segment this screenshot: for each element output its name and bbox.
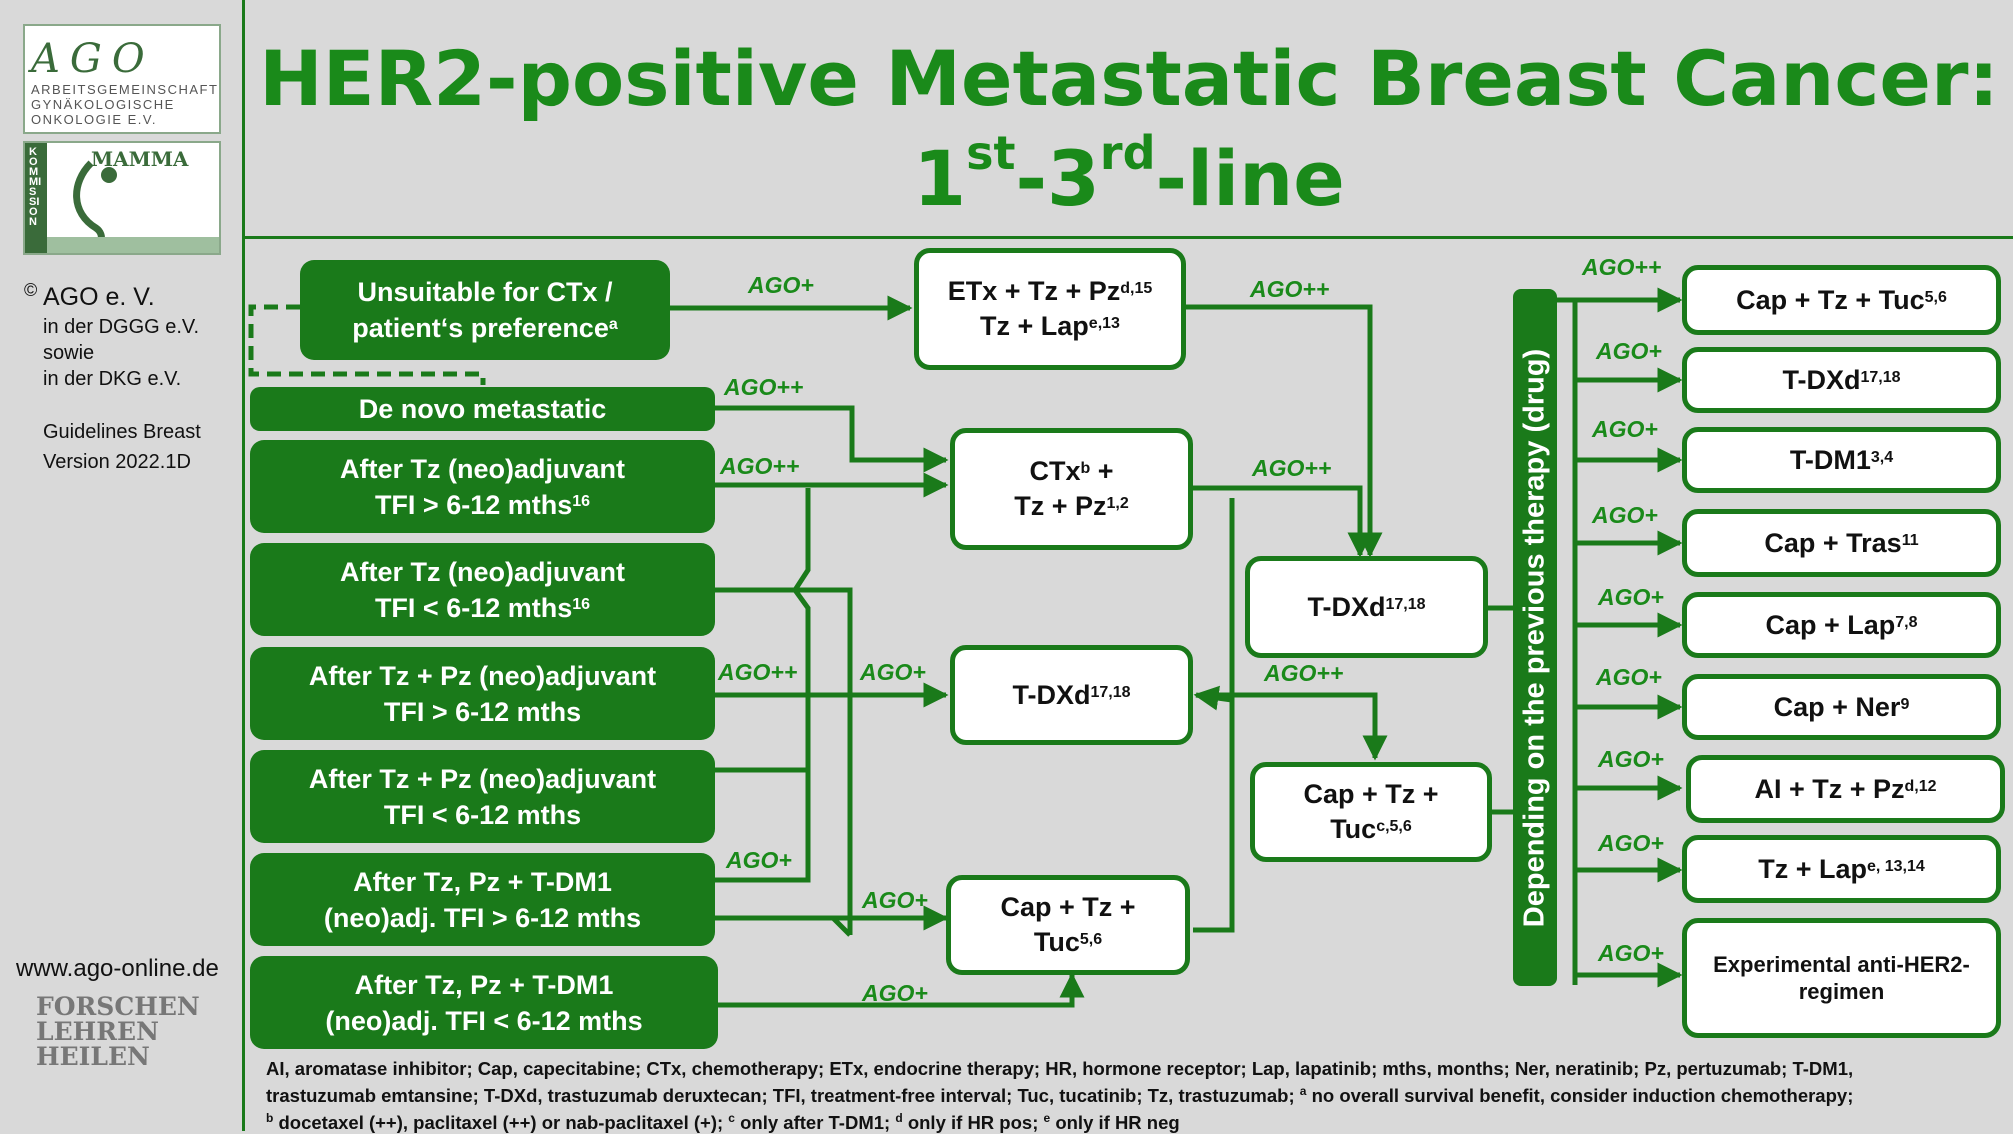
edge-etx-tdxd — [1186, 304, 1383, 558]
label-ctx-tdxd: AGO++ — [1252, 455, 1332, 481]
node-right-5: Cap + Lap7,8 — [1682, 592, 2001, 658]
mamma-logo: KOMMISSION MAMMA — [23, 141, 221, 255]
node-tz-gt: After Tz (neo)adjuvant TFI > 6-12 mths16 — [250, 440, 715, 533]
node-right-4: Cap + Tras11 — [1682, 509, 2001, 577]
footnote-line3: b docetaxel (++), paclitaxel (++) or nab… — [266, 1111, 1180, 1134]
header-divider — [245, 236, 2013, 239]
edge-tdm1lt-cap — [715, 972, 1085, 1008]
ago-logo-sub3: ONKOLOGIE E.V. — [31, 112, 158, 127]
ago-logo: AGO ARBEITSGEMEINSCHAFT GYNÄKOLOGISCHE O… — [23, 24, 221, 134]
label-right-2: AGO+ — [1596, 338, 1662, 364]
footnote-line2: trastuzumab emtansine; T-DXd, trastuzuma… — [266, 1084, 1854, 1107]
mamma-band — [47, 237, 219, 253]
label-unsuitable-etx: AGO+ — [748, 272, 814, 298]
node-tzpz-gt: After Tz + Pz (neo)adjuvant TFI > 6-12 mt… — [250, 647, 715, 740]
node-unsuitable: Unsuitable for CTx / patient‘s preference… — [300, 260, 670, 360]
label-right-3: AGO+ — [1592, 416, 1658, 442]
label-right-9: AGO+ — [1598, 940, 1664, 966]
node-right-6: Cap + Ner9 — [1682, 674, 2001, 740]
label-right-8: AGO+ — [1598, 830, 1664, 856]
org-line3: in der DKG e.V. — [43, 368, 182, 390]
motto-line2: LEHREN — [36, 1017, 159, 1046]
ago-logo-sub1: ARBEITSGEMEINSCHAFT — [31, 82, 219, 97]
node-cap-center: Cap + Tz + Tucc,5,6 — [1250, 762, 1492, 862]
node-tzpz-lt: After Tz + Pz (neo)adjuvant TFI < 6-12 mt… — [250, 750, 715, 843]
motto: FORSCHEN LEHREN HEILEN — [36, 994, 200, 1069]
copyright-symbol: © — [24, 280, 38, 300]
label-tzpz-tdxd2: AGO+ — [860, 659, 926, 685]
node-tdm1-gt: After Tz, Pz + T-DM1 (neo)adj. TFI > 6-12… — [250, 853, 715, 946]
edge-tdm1-bracket — [831, 916, 852, 937]
label-right-6: AGO+ — [1596, 664, 1662, 690]
label-denovo-ctx: AGO++ — [724, 374, 804, 400]
sidebar-divider — [242, 0, 245, 1131]
label-etx-tdxd: AGO++ — [1250, 276, 1330, 302]
edge-tzlt-cap — [715, 587, 853, 935]
label-tzgt-ctx: AGO++ — [720, 453, 800, 479]
org-line1: in der DGGG e.V. — [43, 316, 199, 338]
org-line2: sowie — [43, 342, 95, 364]
node-right-8: Tz + Lape, 13,14 — [1682, 835, 2001, 903]
mamma-text: MAMMA — [91, 147, 189, 171]
node-tz-lt: After Tz (neo)adjuvant TFI < 6-12 mths16 — [250, 543, 715, 636]
website-link[interactable]: www.ago-online.de — [16, 955, 219, 982]
node-tdxd-center: T-DXd17,18 — [1245, 556, 1488, 658]
page-title-line2: 1st-3rd-line — [913, 126, 1345, 223]
label-right-1: AGO++ — [1582, 254, 1662, 280]
ago-logo-sub2: GYNÄKOLOGISCHE — [31, 97, 175, 112]
page-title-line1: HER2-positive Metastatic Breast Cancer: — [259, 34, 1999, 123]
node-right-7: AI + Tz + Pzd,12 — [1686, 755, 2005, 823]
node-right-3: T-DM13,4 — [1682, 427, 2001, 493]
footnote-line1: AI, aromatase inhibitor; Cap, capecitabi… — [266, 1058, 1854, 1079]
node-ctx: CTxb + Tz + Pz1,2 — [950, 428, 1193, 550]
motto-line3: HEILEN — [36, 1042, 150, 1071]
edge-vbar-trunk — [1557, 297, 1578, 985]
edge-bracket-lower — [715, 608, 811, 883]
edge-tdxd-cap — [1200, 692, 1388, 761]
edge-denovo-ctx — [715, 405, 949, 473]
node-right-9: Experimental anti-HER2-regimen — [1682, 918, 2001, 1038]
footnote: AI, aromatase inhibitor; Cap, capecitabi… — [266, 1057, 2006, 1134]
motto-line1: FORSCHEN — [36, 992, 200, 1021]
node-tdxd-mid: T-DXd17,18 — [950, 645, 1193, 745]
kommission-band — [25, 143, 47, 253]
guidelines-title: Guidelines Breast — [43, 421, 201, 443]
node-etx: ETx + Tz + Pzd,15 Tz + Lape,13 — [914, 248, 1186, 370]
label-tdm1gt-cap: AGO+ — [862, 887, 928, 913]
ago-logo-text: AGO — [31, 36, 155, 82]
dashed-connector — [248, 304, 486, 385]
label-tdm1-up: AGO+ — [726, 847, 792, 873]
edge-bracket-trunk — [715, 488, 811, 773]
node-cap-mid: Cap + Tz + Tuc5,6 — [946, 875, 1190, 975]
kommission-text: KOMMISSION — [29, 146, 42, 228]
node-right-1: Cap + Tz + Tuc5,6 — [1682, 265, 2001, 335]
label-tzpz-tdxd1: AGO++ — [718, 659, 798, 685]
edge-ctx-tdxd — [1193, 485, 1373, 558]
label-tdm1lt-cap: AGO+ — [862, 980, 928, 1006]
label-right-5: AGO+ — [1598, 584, 1664, 610]
previous-therapy-label: Depending on the previous therapy (drug) — [1518, 348, 1551, 928]
label-right-4: AGO+ — [1592, 502, 1658, 528]
label-right-7: AGO+ — [1598, 746, 1664, 772]
label-tdxd-cap: AGO++ — [1264, 660, 1344, 686]
previous-therapy-bar — [1513, 289, 1557, 986]
node-tdm1-lt: After Tz, Pz + T-DM1 (neo)adj. TFI < 6-12… — [250, 956, 718, 1049]
node-right-2: T-DXd17,18 — [1682, 347, 2001, 413]
guidelines-version: Version 2022.1D — [43, 451, 191, 473]
edge-branch-to-tdxd — [1193, 498, 1235, 933]
node-denovo: De novo metastatic — [250, 387, 715, 431]
sidebar: AGO ARBEITSGEMEINSCHAFT GYNÄKOLOGISCHE O… — [0, 0, 243, 1131]
org-name: AGO e. V. — [43, 283, 155, 311]
